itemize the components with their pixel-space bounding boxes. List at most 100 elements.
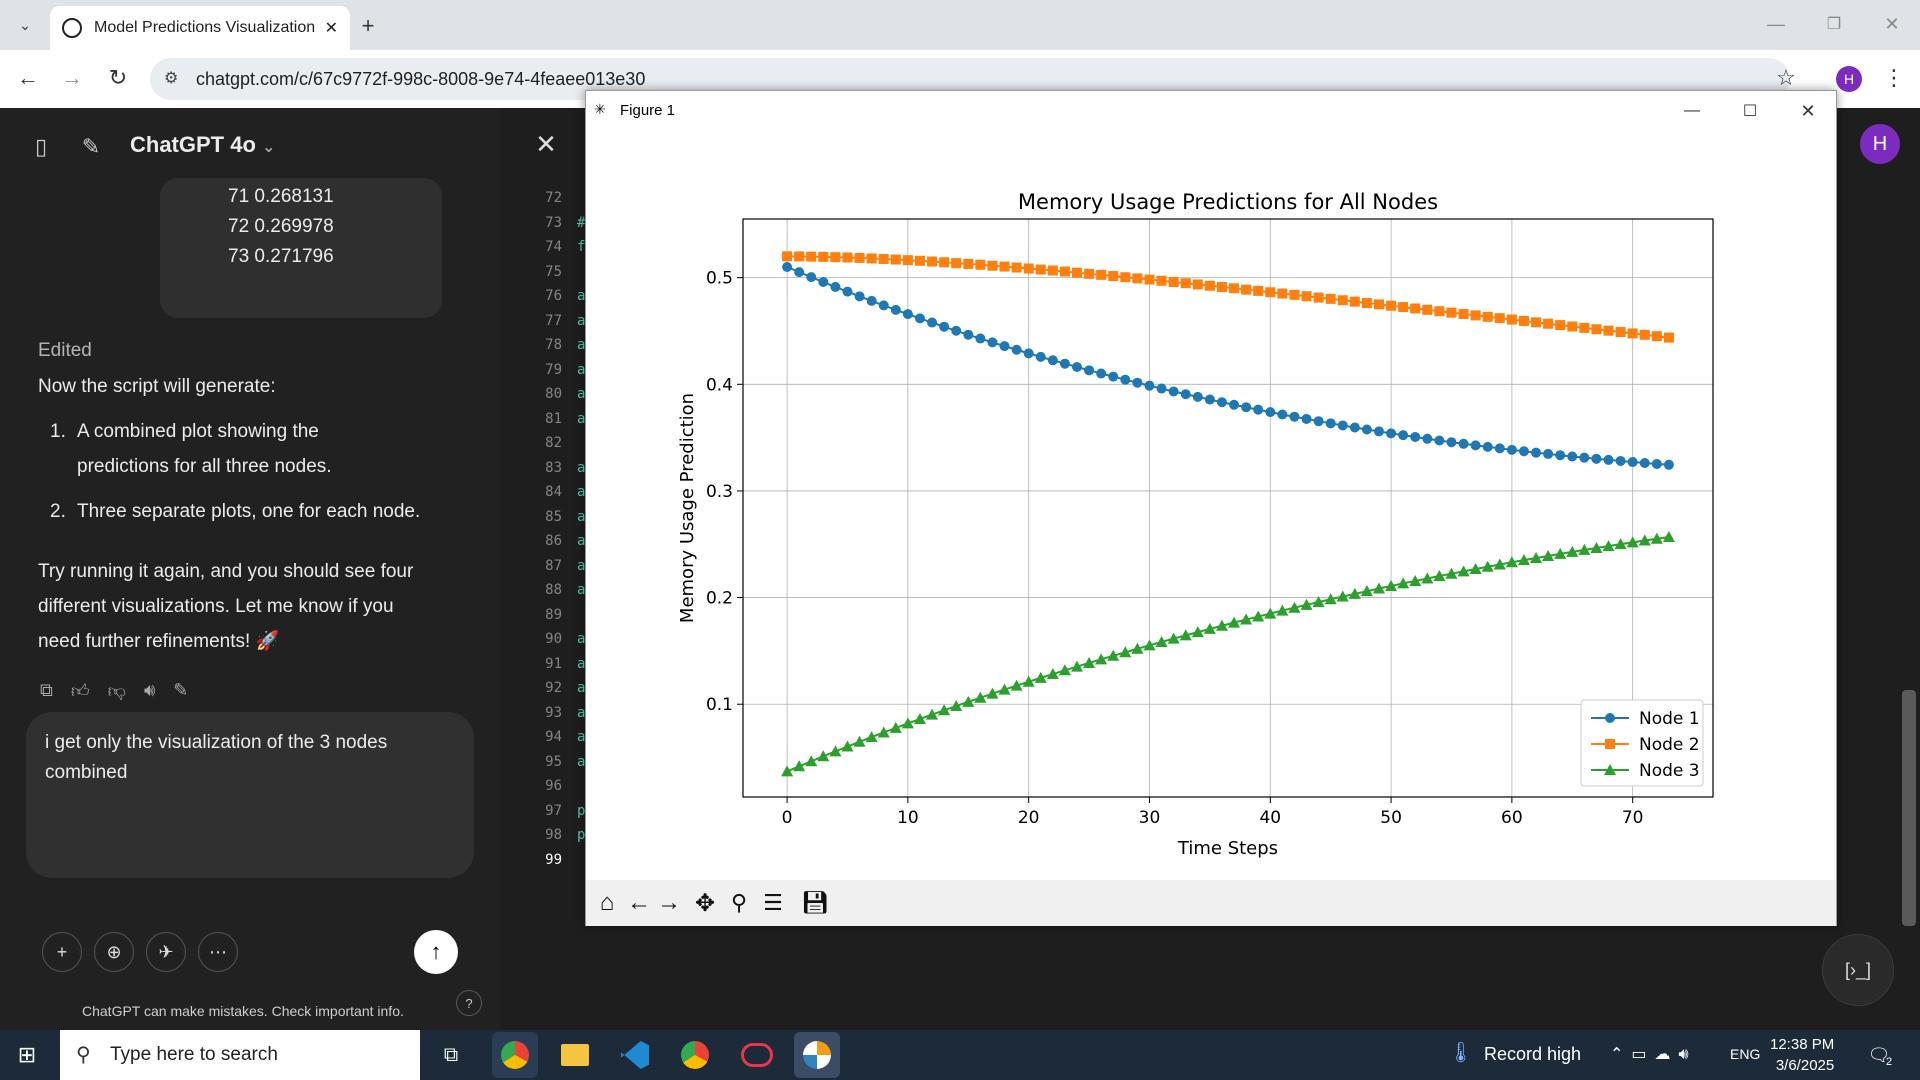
close-tab-icon[interactable]: ✕ bbox=[324, 20, 338, 37]
chrome-taskbar-icon[interactable] bbox=[492, 1032, 538, 1078]
search-placeholder: Type here to search bbox=[110, 1044, 278, 1065]
chrome-profile-icon[interactable] bbox=[672, 1032, 718, 1078]
scrollbar[interactable] bbox=[1902, 690, 1916, 926]
forward-view-icon[interactable]: → bbox=[657, 889, 681, 916]
line-number: 91 bbox=[545, 655, 562, 672]
line-number: 86 bbox=[545, 533, 562, 549]
data-point bbox=[1204, 394, 1215, 405]
help-button[interactable]: ? bbox=[456, 990, 482, 1016]
plot-canvas[interactable]: Memory Usage Predictions for All Nodes Ti… bbox=[586, 129, 1836, 880]
send-button[interactable]: ↑ bbox=[414, 930, 458, 974]
data-point bbox=[1059, 358, 1070, 369]
profile-avatar[interactable]: H bbox=[1836, 66, 1862, 92]
figure-minimize-icon[interactable]: — bbox=[1684, 102, 1700, 119]
x-tick-label: 0 bbox=[782, 808, 793, 828]
attach-icon[interactable]: + bbox=[42, 932, 82, 972]
copy-icon[interactable]: ⧉ bbox=[40, 680, 53, 700]
line-number: 74 bbox=[545, 239, 562, 255]
data-point bbox=[806, 251, 817, 262]
new-tab-icon[interactable]: + bbox=[361, 13, 375, 38]
taskbar-search-input[interactable]: ⚲ Type here to search bbox=[60, 1030, 420, 1080]
browser-menu-icon[interactable]: ⋮ bbox=[1883, 65, 1905, 90]
data-point bbox=[1567, 321, 1578, 332]
reload-icon[interactable]: ↻ bbox=[108, 65, 128, 90]
back-icon[interactable]: ← bbox=[17, 65, 39, 90]
new-chat-icon[interactable]: ✎ bbox=[81, 134, 101, 159]
language-indicator[interactable]: ENG bbox=[1730, 1046, 1761, 1062]
model-selector[interactable]: ChatGPT 4o ⌄ bbox=[130, 132, 275, 158]
figure-maximize-icon[interactable]: ☐ bbox=[1742, 103, 1758, 120]
task-view-icon[interactable]: ⧉ bbox=[443, 1043, 459, 1066]
forward-icon[interactable]: → bbox=[61, 65, 83, 90]
more-icon[interactable]: ⋯ bbox=[198, 932, 238, 972]
data-point bbox=[1603, 325, 1614, 336]
globe-icon[interactable]: ⊕ bbox=[94, 932, 134, 972]
data-point bbox=[974, 691, 987, 703]
data-point bbox=[1397, 577, 1410, 589]
system-clock[interactable]: 12:38 PM 3/6/2025 bbox=[1770, 1034, 1834, 1076]
thumbs-up-icon[interactable]: 👍︎ bbox=[70, 681, 90, 701]
data-point bbox=[1277, 288, 1288, 299]
data-point bbox=[902, 255, 913, 266]
data-point bbox=[1131, 642, 1144, 654]
back-view-icon[interactable]: ← bbox=[627, 889, 651, 916]
close-canvas-icon[interactable]: ✕ bbox=[535, 128, 557, 159]
site-info-icon[interactable]: ⚙ bbox=[164, 70, 179, 87]
chat-app-icon[interactable] bbox=[734, 1032, 780, 1078]
tray-icons[interactable]: ⌃▭☁🔊︎ bbox=[1610, 1046, 1697, 1063]
data-point bbox=[1422, 304, 1433, 315]
data-point bbox=[1191, 626, 1204, 638]
data-point bbox=[1337, 295, 1348, 306]
message-intro: Now the script will generate: bbox=[38, 376, 276, 397]
data-point bbox=[1639, 457, 1650, 468]
data-point bbox=[1325, 293, 1336, 304]
browser-tab[interactable]: Model Predictions Visualization ✕ bbox=[50, 6, 350, 50]
close-window-icon[interactable]: ✕ bbox=[1884, 13, 1900, 34]
data-point bbox=[1277, 409, 1288, 420]
data-point bbox=[1241, 402, 1252, 413]
windows-start-icon[interactable]: ⊞ bbox=[17, 1042, 37, 1067]
prompt-composer[interactable] bbox=[26, 712, 474, 878]
data-point bbox=[1638, 534, 1651, 546]
zoom-icon[interactable]: ⚲ bbox=[730, 890, 748, 915]
data-point bbox=[1372, 582, 1385, 594]
chart-svg: Memory Usage Predictions for All Nodes Ti… bbox=[677, 190, 1714, 859]
data-point bbox=[951, 258, 962, 269]
vscode-icon[interactable] bbox=[612, 1032, 658, 1078]
matplotlib-taskbar-icon[interactable] bbox=[794, 1032, 840, 1078]
tools-icon[interactable]: ✈ bbox=[146, 932, 186, 972]
user-avatar[interactable]: H bbox=[1860, 124, 1900, 164]
file-explorer-icon[interactable] bbox=[552, 1032, 598, 1078]
figure-window: ✳ Figure 1 — ☐ ✕ Memory Usage Prediction… bbox=[585, 90, 1837, 926]
save-figure-icon[interactable]: 💾︎ bbox=[801, 890, 829, 915]
code-output-block: 71 0.268131 72 0.269978 73 0.271796 bbox=[160, 178, 442, 318]
thumbs-down-icon[interactable]: 👎︎ bbox=[107, 681, 126, 701]
weather-text[interactable]: Record high bbox=[1484, 1044, 1582, 1064]
data-point bbox=[1422, 433, 1433, 444]
notifications-icon[interactable]: 🗨︎ bbox=[1867, 1044, 1891, 1065]
prompt-text[interactable]: i get only the visualization of the 3 no… bbox=[45, 728, 445, 788]
home-icon[interactable]: ⌂ bbox=[599, 889, 615, 916]
data-point bbox=[1410, 303, 1421, 314]
data-point bbox=[1349, 422, 1360, 433]
data-point bbox=[842, 252, 853, 263]
edit-canvas-icon[interactable]: ✎ bbox=[173, 680, 189, 700]
line-number: 73 bbox=[545, 214, 562, 231]
data-point bbox=[1289, 411, 1300, 422]
terminal-icon[interactable]: [›_] bbox=[1822, 934, 1894, 1006]
sidebar-toggle-icon[interactable]: ▯ bbox=[34, 134, 48, 159]
x-tick-label: 40 bbox=[1259, 808, 1281, 828]
tab-search-icon[interactable]: ⌄ bbox=[19, 16, 31, 33]
minimize-icon[interactable]: — bbox=[1767, 13, 1785, 34]
restore-icon[interactable]: ❐ bbox=[1826, 16, 1842, 33]
data-point bbox=[1591, 324, 1602, 335]
subplots-config-icon[interactable]: ☰ bbox=[763, 890, 783, 915]
read-aloud-icon[interactable]: 🔊︎ bbox=[143, 680, 156, 700]
code-line: 73 0.271796 bbox=[228, 246, 334, 267]
data-point bbox=[854, 291, 865, 302]
figure-close-icon[interactable]: ✕ bbox=[1800, 100, 1816, 121]
pan-icon[interactable]: ✥ bbox=[694, 889, 716, 917]
data-point bbox=[1253, 285, 1264, 296]
bookmark-star-icon[interactable]: ☆ bbox=[1776, 65, 1796, 90]
data-point bbox=[889, 721, 902, 733]
